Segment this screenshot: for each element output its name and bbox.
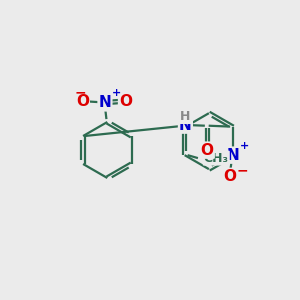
Text: CH₃: CH₃ xyxy=(204,152,229,165)
Text: N: N xyxy=(179,118,192,133)
Text: H: H xyxy=(180,110,190,123)
Text: +: + xyxy=(240,141,249,151)
Text: O: O xyxy=(201,142,214,158)
Text: N: N xyxy=(227,148,239,163)
Text: N: N xyxy=(99,95,111,110)
Text: O: O xyxy=(76,94,89,109)
Text: O: O xyxy=(119,94,132,109)
Text: O: O xyxy=(224,169,237,184)
Text: +: + xyxy=(111,88,121,98)
Text: −: − xyxy=(74,85,86,99)
Text: −: − xyxy=(237,164,248,178)
